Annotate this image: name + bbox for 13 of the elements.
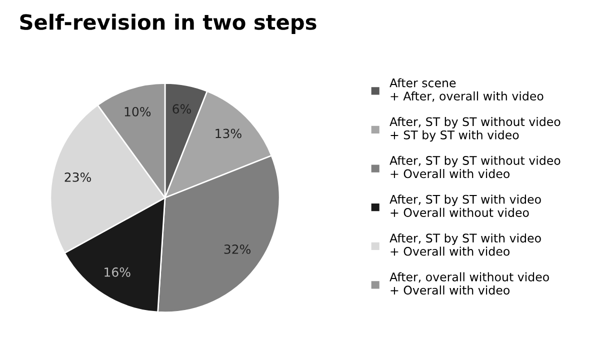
data-label: 6% [172,104,191,114]
legend-label: After, ST by ST with video + Overall without video [390,194,541,217]
legend-label: After, overall without video + Overall with video [390,272,549,295]
data-label: 32% [224,244,251,254]
legend-label: After scene + After, overall with video [390,78,544,102]
data-label: 16% [104,267,130,277]
data-label: 23% [64,172,91,182]
legend-label: After, ST by ST without video + ST by ST with video [390,117,560,142]
data-label: 13% [216,128,242,138]
legend-label: After, ST by ST without video + Overall with video [390,156,560,178]
data-label: 10% [124,106,151,116]
chart-title: Self-revision in two steps [20,14,316,34]
legend-label: After, ST by ST with video + Overall with video [390,233,541,256]
